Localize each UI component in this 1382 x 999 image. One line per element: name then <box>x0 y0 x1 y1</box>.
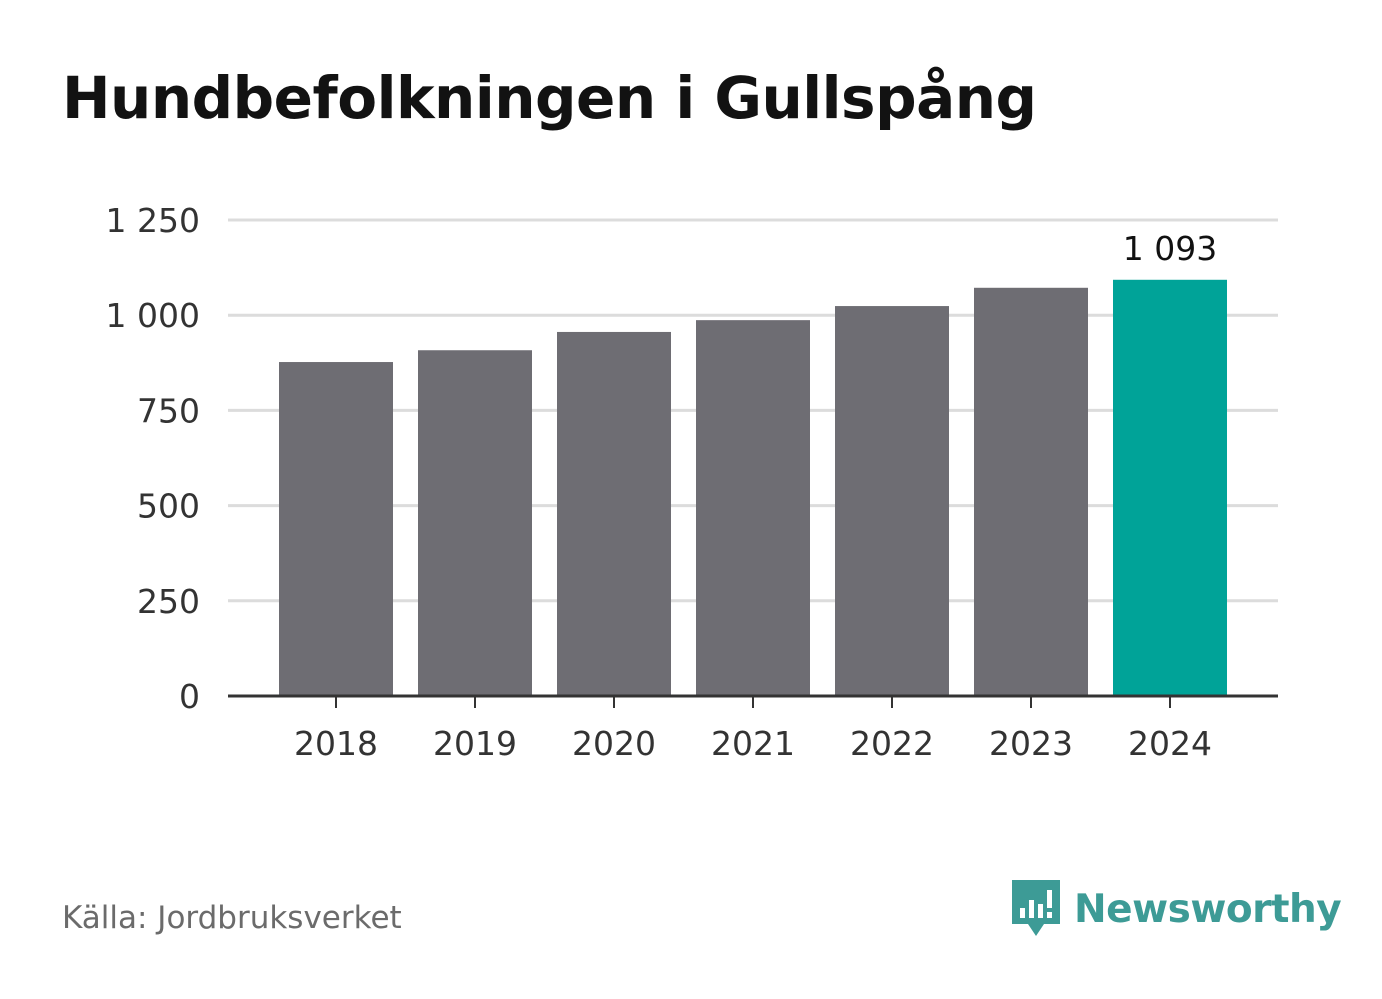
chart-title: Hundbefolkningen i Gullspång <box>62 64 1037 132</box>
y-tick-label: 1 000 <box>106 296 200 335</box>
axis-layer <box>228 694 1278 708</box>
bar-2020 <box>557 331 671 696</box>
label-layer: 0 250 500 750 1 000 1 250 2018 2019 2020 2021 2022… <box>106 201 1218 763</box>
y-tick-label: 1 250 <box>106 201 200 240</box>
y-tick-label: 750 <box>137 391 200 430</box>
x-tick-label: 2020 <box>572 724 656 763</box>
x-tick-label: 2022 <box>850 724 934 763</box>
brand-logo[interactable]: Newsworthy <box>1010 878 1342 940</box>
brand-name: Newsworthy <box>1074 886 1342 932</box>
source-note: Källa: Jordbruksverket <box>62 900 402 936</box>
newsworthy-logo-icon <box>1012 880 1060 936</box>
x-tick-label: 2024 <box>1128 724 1212 763</box>
x-tick-label: 2018 <box>294 724 378 763</box>
bar-layer <box>279 279 1227 696</box>
x-tick-label: 2023 <box>989 724 1073 763</box>
x-tick-label: 2019 <box>433 724 517 763</box>
bar-2022 <box>835 306 949 696</box>
bar-2024 <box>1113 279 1227 696</box>
x-tick-label: 2021 <box>711 724 795 763</box>
y-tick-label: 250 <box>137 582 200 621</box>
bar-2021 <box>696 320 810 696</box>
bar-2019 <box>418 350 532 696</box>
data-label: 1 093 <box>1123 229 1217 268</box>
y-tick-label: 500 <box>137 487 200 526</box>
bar-2018 <box>279 362 393 696</box>
y-tick-label: 0 <box>179 677 200 716</box>
bar-2023 <box>974 287 1088 696</box>
